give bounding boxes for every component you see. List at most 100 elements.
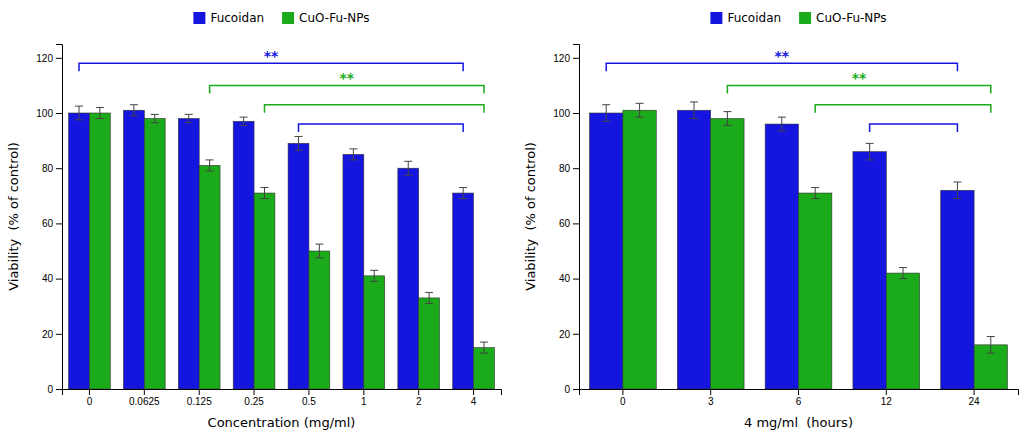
- legend: FucoidanCuO-Fu-NPs: [193, 11, 369, 25]
- error-bar: [480, 342, 488, 353]
- series: [89, 107, 494, 389]
- bar: [886, 273, 919, 389]
- tick-label: 0: [620, 396, 626, 407]
- error-bar: [75, 106, 83, 120]
- tick-mark: [89, 389, 90, 395]
- error-bar: [404, 161, 412, 175]
- bar: [123, 110, 144, 389]
- significance-bracket: [727, 85, 990, 93]
- error-bar-line: [370, 281, 378, 282]
- error-bar-line: [133, 105, 134, 116]
- error-bar: [723, 112, 731, 126]
- bar: [364, 276, 385, 389]
- error-bar-line: [404, 161, 412, 162]
- series: [69, 105, 474, 389]
- y-axis: 020406080100120: [553, 45, 579, 395]
- axis-line: [63, 390, 502, 396]
- axis-line: [580, 390, 1019, 396]
- error-bar-line: [188, 114, 189, 122]
- tick-label: 40: [42, 273, 54, 284]
- significance-bracket: [815, 105, 991, 113]
- legend: Fucoidan CuO-Fu-NPs: [710, 11, 886, 25]
- legend-swatch: [710, 12, 722, 24]
- tick-mark: [798, 389, 799, 395]
- tick: 0: [47, 384, 62, 395]
- annotations: ****: [606, 48, 991, 132]
- error-bar-line: [151, 122, 159, 123]
- y-axis-title: Viability (% of control): [6, 142, 21, 291]
- bar: [288, 143, 309, 389]
- legend-swatch: [799, 12, 811, 24]
- tick: 20: [559, 329, 579, 340]
- error-bar: [349, 149, 357, 160]
- y-axis: 020406080100120: [36, 45, 62, 395]
- tick-label: 40: [559, 273, 571, 284]
- error-bar: [185, 114, 193, 122]
- tick-label: 12: [881, 396, 893, 407]
- tick-label: 3: [708, 396, 714, 407]
- bar: [309, 251, 330, 389]
- bar: [144, 119, 165, 389]
- error-bar-line: [811, 198, 819, 199]
- axis-line: [573, 45, 580, 390]
- error-bar-line: [425, 292, 433, 293]
- tick: 80: [559, 163, 579, 174]
- error-bar-line: [778, 117, 786, 118]
- tick-mark: [622, 389, 623, 395]
- bar: [765, 124, 798, 389]
- legend-swatch: [193, 12, 205, 24]
- error-bar: [690, 102, 698, 119]
- tick-mark: [56, 223, 62, 224]
- legend-item: Fucoidan: [710, 11, 781, 25]
- tick-label: 0.125: [187, 396, 212, 407]
- tick: 12: [881, 389, 893, 407]
- error-bar-line: [987, 353, 995, 354]
- error-bar-line: [79, 106, 80, 120]
- error-bar-line: [130, 104, 138, 105]
- error-bar-line: [206, 159, 214, 160]
- error-bar: [778, 117, 786, 131]
- error-bar-line: [480, 353, 488, 354]
- error-bar: [602, 105, 610, 122]
- tick: 0.125: [187, 389, 212, 407]
- error-bar: [130, 105, 138, 116]
- error-bar-line: [953, 198, 961, 199]
- tick-mark: [573, 389, 579, 390]
- bar: [453, 193, 474, 389]
- error-bar-line: [260, 198, 268, 199]
- annotation-label: **: [264, 48, 279, 64]
- tick: 0.5: [302, 389, 316, 407]
- error-bar: [899, 268, 907, 279]
- error-bar-line: [866, 159, 874, 160]
- tick: 0: [87, 389, 93, 407]
- tick-label: 60: [559, 218, 571, 229]
- tick: 100: [553, 108, 579, 119]
- error-bar-line: [815, 188, 816, 199]
- chart-canvas: 02040608010012000.06250.1250.250.5124Con…: [0, 0, 1034, 437]
- error-bar-line: [370, 270, 378, 271]
- error-bar: [636, 103, 644, 117]
- error-bar-line: [463, 188, 464, 199]
- tick-label: 2: [416, 396, 422, 407]
- error-bar-line: [130, 115, 138, 116]
- error-bar-line: [636, 103, 644, 104]
- error-bar-line: [690, 118, 698, 119]
- tick-label: 0: [87, 396, 93, 407]
- error-bar-line: [295, 150, 303, 151]
- tick-label: 1: [361, 396, 367, 407]
- bar: [199, 165, 220, 389]
- bar: [398, 168, 419, 389]
- error-bar: [370, 270, 378, 281]
- error-bar-line: [315, 257, 323, 258]
- error-bar-line: [154, 114, 155, 122]
- error-bar-line: [987, 336, 995, 337]
- error-bar-line: [606, 105, 607, 122]
- tick: 0: [620, 389, 626, 407]
- error-bar-line: [899, 267, 907, 268]
- error-bar-line: [240, 125, 248, 126]
- panel: 02040608010012000.06250.1250.250.5124Con…: [6, 11, 502, 430]
- error-bar-line: [260, 187, 268, 188]
- tick-mark: [886, 389, 887, 395]
- bar: [941, 190, 974, 389]
- legend-item: CuO-Fu-NPs: [799, 11, 887, 25]
